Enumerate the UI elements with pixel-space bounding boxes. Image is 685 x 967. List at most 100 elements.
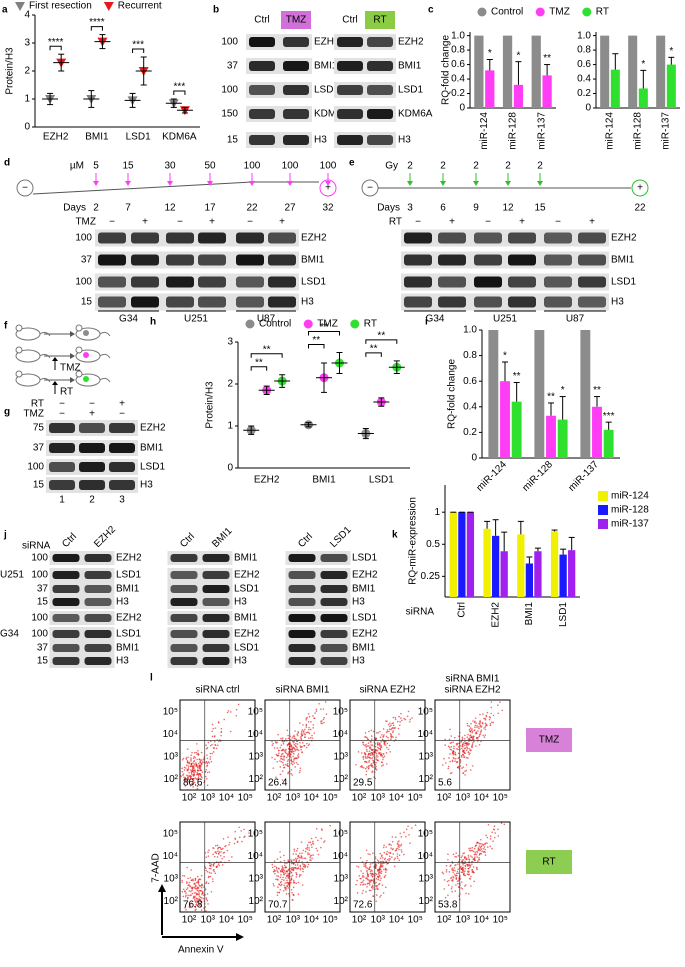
protein-label: EZH2 (352, 570, 378, 581)
flow-event (193, 751, 196, 754)
flow-event (188, 779, 191, 781)
x-tick-label: 10³ (286, 793, 301, 804)
flow-event (196, 787, 199, 790)
flow-event (296, 857, 299, 860)
flow-event (307, 713, 310, 715)
mw-marker: 37 (227, 61, 239, 72)
blot-band (404, 254, 432, 266)
lane-label: Ctrl (60, 531, 79, 550)
flow-event (286, 744, 289, 747)
flow-event (285, 738, 287, 740)
flow-event (468, 863, 470, 865)
flow-event (287, 758, 290, 761)
flow-event (379, 752, 382, 754)
blot-band (198, 296, 226, 308)
day: 9 (473, 203, 479, 214)
flow-event (449, 728, 451, 731)
significance: * (516, 50, 520, 61)
flow-event (468, 870, 470, 873)
flow-event (243, 828, 245, 831)
flow-event (460, 856, 463, 859)
flow-event (377, 869, 380, 872)
flow-event (276, 858, 279, 860)
flow-event (370, 879, 373, 882)
flow-event (368, 879, 371, 882)
flow-event (448, 757, 450, 759)
flow-event (476, 724, 478, 727)
flow-event (460, 740, 463, 743)
legend-label: RT (596, 7, 609, 18)
flow-event (380, 755, 383, 757)
flow-event (312, 724, 315, 726)
flow-event (464, 770, 466, 773)
flow-event (403, 717, 405, 720)
flow-event (460, 881, 463, 883)
flow-event (392, 716, 395, 719)
mw-marker: 100 (31, 613, 48, 624)
flow-event (369, 764, 372, 766)
flow-event (368, 882, 371, 885)
flow-event (298, 875, 301, 878)
flow-event (476, 856, 478, 858)
bar (511, 401, 522, 458)
flow-event (304, 865, 307, 867)
flow-event (394, 836, 397, 839)
flow-event (372, 895, 374, 897)
significance-bracket (49, 45, 62, 51)
flow-event (182, 757, 185, 760)
end-circle (631, 179, 649, 197)
protein-label: KDM6A (398, 109, 433, 120)
flow-event (399, 832, 402, 835)
timeline (32, 181, 319, 195)
flow-event (389, 725, 391, 728)
flow-event (290, 859, 292, 861)
x-tick-label: LSD1 (369, 475, 394, 486)
flow-event (407, 825, 409, 828)
flow-event (323, 721, 325, 724)
flow-event (295, 882, 297, 885)
flow-event (297, 757, 299, 759)
flow-event (181, 881, 183, 884)
flow-event (283, 886, 286, 889)
flow-event (182, 895, 185, 898)
flow-event (324, 701, 327, 703)
flow-event (290, 762, 293, 765)
quadrant-percent: 26.4 (268, 778, 288, 789)
flow-event (206, 893, 209, 895)
flow-event (276, 741, 278, 744)
flow-event (193, 773, 196, 775)
flow-event (190, 777, 192, 780)
flow-event (206, 771, 209, 774)
flow-event (466, 870, 469, 873)
bar (525, 563, 534, 597)
flow-event (497, 835, 500, 837)
flow-event (460, 865, 462, 868)
flow-event (287, 737, 290, 740)
flow-event (411, 717, 413, 719)
blot-band (404, 276, 432, 288)
flow-event (474, 724, 477, 727)
flow-event (227, 710, 230, 712)
flow-event (283, 755, 285, 757)
flow-event (359, 877, 361, 880)
significance: ** (312, 335, 320, 346)
x-axis-label: siRNA (406, 607, 435, 618)
y-tick-label: 0.6 (577, 59, 591, 70)
flow-event (468, 728, 471, 731)
flow-event (287, 887, 290, 889)
flow-event (301, 751, 304, 753)
bar (488, 330, 499, 458)
flow-event (200, 874, 203, 877)
flow-event (447, 745, 450, 748)
flow-event (489, 724, 492, 727)
flow-event (299, 868, 302, 871)
flow-event (187, 894, 189, 897)
flow-event (367, 742, 370, 744)
flow-event (465, 892, 467, 895)
flow-event (377, 756, 379, 758)
flow-event (288, 882, 290, 884)
flow-event (213, 740, 216, 743)
flow-event (453, 736, 456, 739)
flow-event (215, 852, 218, 855)
protein-label: BMI1 (398, 61, 422, 72)
